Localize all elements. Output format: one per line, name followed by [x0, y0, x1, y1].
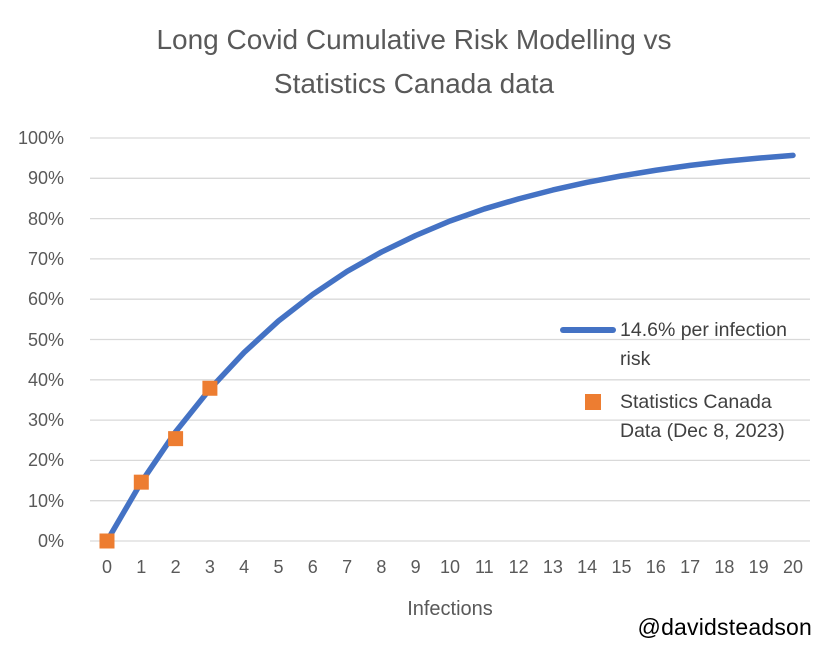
- y-tick-label: 0%: [37, 531, 64, 551]
- legend-line-swatch-icon: [560, 327, 616, 333]
- x-tick-label: 15: [611, 557, 632, 577]
- legend-item-model: 14.6% per infection risk: [560, 316, 816, 374]
- x-tick-label: 16: [645, 557, 666, 577]
- chart-title-line2: Statistics Canada data: [273, 68, 555, 99]
- legend-label-statcan: Statistics Canada Data (Dec 8, 2023): [620, 391, 785, 442]
- legend: 14.6% per infection risk Statistics Cana…: [560, 316, 816, 446]
- x-tick-label: 3: [204, 557, 215, 577]
- y-tick-label: 90%: [27, 168, 64, 189]
- x-tick-label: 0: [101, 557, 112, 577]
- legend-label-model: 14.6% per infection risk: [620, 319, 787, 370]
- statcan-data-point-marker: [168, 431, 184, 447]
- legend-item-statcan: Statistics Canada Data (Dec 8, 2023): [560, 388, 816, 446]
- y-tick-label: 100%: [17, 128, 64, 148]
- x-tick-label: 6: [307, 557, 318, 577]
- x-tick-label: 17: [680, 557, 701, 577]
- x-axis-title: Infections: [407, 598, 493, 620]
- x-tick-label: 2: [170, 557, 181, 577]
- x-tick-label: 1: [136, 557, 147, 577]
- x-tick-label: 5: [273, 557, 284, 577]
- y-tick-label: 60%: [27, 289, 64, 310]
- model-risk-line: [104, 152, 796, 544]
- x-tick-label: 8: [376, 557, 387, 577]
- chart-title: Long Covid Cumulative Risk Modelling vs …: [0, 18, 828, 106]
- x-tick-label: 12: [508, 557, 529, 577]
- x-tick-label: 11: [474, 557, 494, 577]
- y-tick-label: 20%: [27, 450, 64, 471]
- y-tick-label: 40%: [27, 369, 64, 390]
- statcan-data-point-marker: [133, 474, 149, 490]
- x-tick-label: 18: [714, 557, 735, 577]
- x-tick-label: 20: [782, 557, 804, 577]
- y-tick-label: 80%: [27, 208, 64, 229]
- x-tick-label: 7: [342, 557, 353, 577]
- x-tick-label: 13: [542, 557, 563, 577]
- watermark-handle: @davidsteadson: [637, 614, 812, 640]
- chart-title-line1: Long Covid Cumulative Risk Modelling vs: [156, 24, 672, 55]
- y-tick-label: 30%: [27, 410, 64, 431]
- x-tick-label: 19: [748, 557, 769, 577]
- x-tick-label: 4: [239, 557, 250, 577]
- x-tick-label: 10: [439, 557, 461, 577]
- legend-square-swatch-icon: [585, 394, 601, 410]
- y-tick-label: 50%: [27, 329, 64, 350]
- y-tick-label: 10%: [27, 490, 64, 511]
- y-tick-label: 70%: [27, 248, 64, 269]
- x-tick-label: 14: [577, 557, 598, 577]
- statcan-data-point-marker: [99, 533, 115, 549]
- x-tick-label: 9: [410, 557, 421, 577]
- statcan-data-point-marker: [202, 380, 218, 396]
